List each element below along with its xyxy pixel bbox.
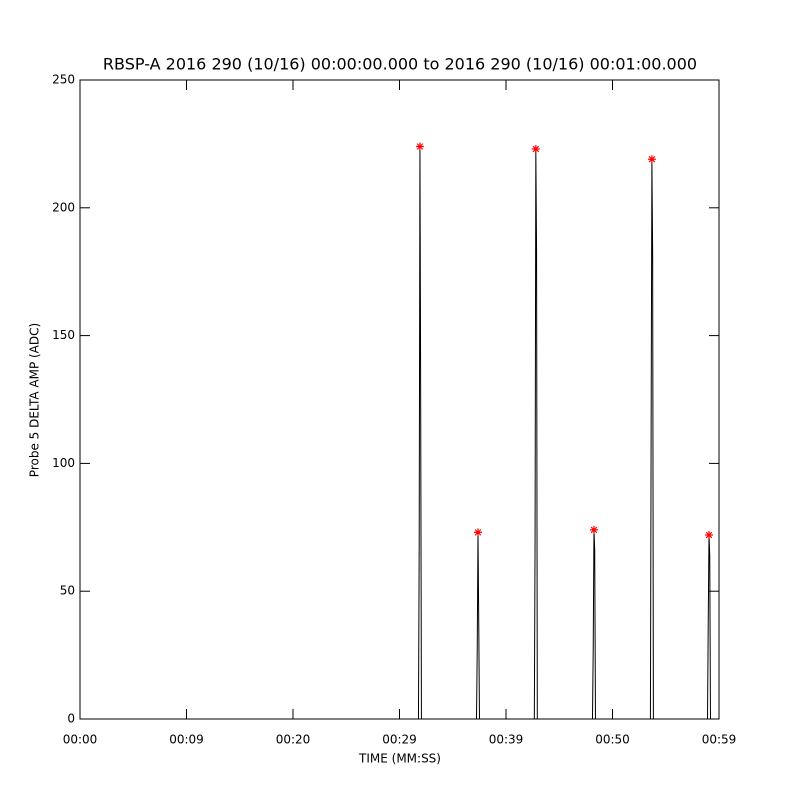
chart-title: RBSP-A 2016 290 (10/16) 00:00:00.000 to … xyxy=(103,55,697,74)
x-tick-label: 00:09 xyxy=(169,733,204,747)
y-tick-label: 100 xyxy=(52,456,75,470)
peak-marker xyxy=(647,155,656,164)
data-line xyxy=(80,146,719,720)
peak-marker xyxy=(415,142,424,151)
y-tick-label: 250 xyxy=(52,73,75,87)
y-tick-label: 50 xyxy=(60,584,75,598)
peak-marker xyxy=(531,145,540,154)
y-axis-label: Probe 5 DELTA AMP (ADC) xyxy=(28,323,42,477)
peak-marker xyxy=(589,525,598,534)
x-tick-label: 00:00 xyxy=(63,733,98,747)
x-tick-label: 00:59 xyxy=(702,733,737,747)
peak-marker xyxy=(473,528,482,537)
x-tick-label: 00:20 xyxy=(276,733,311,747)
x-tick-label: 00:50 xyxy=(595,733,630,747)
x-tick-label: 00:39 xyxy=(489,733,524,747)
y-tick-label: 150 xyxy=(52,328,75,342)
peak-marker xyxy=(704,530,713,539)
x-axis-label: TIME (MM:SS) xyxy=(358,752,441,766)
y-tick-label: 0 xyxy=(67,712,75,726)
y-tick-label: 200 xyxy=(52,200,75,214)
x-tick-label: 00:29 xyxy=(382,733,417,747)
